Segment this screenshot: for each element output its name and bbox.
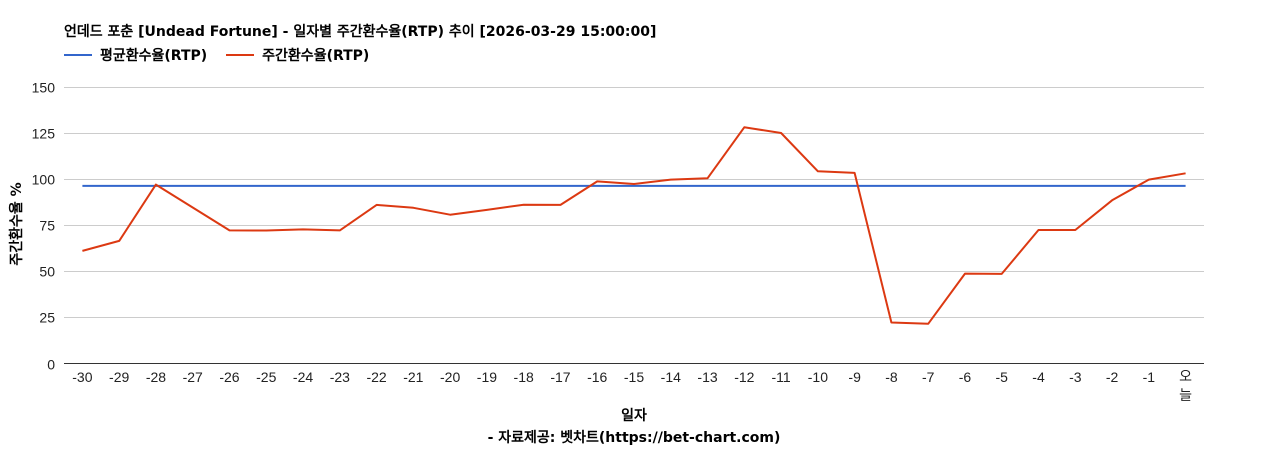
legend-label: 평균환수율(RTP) [100, 48, 208, 64]
x-tick-label: -12 [734, 369, 754, 385]
x-tick-label: -28 [146, 369, 166, 385]
y-tick-label: 25 [39, 310, 55, 326]
y-tick-label: 0 [47, 357, 55, 373]
legend-label: 주간환수율(RTP) [262, 48, 370, 64]
x-tick-label: -10 [808, 369, 828, 385]
x-tick-label: -26 [219, 369, 239, 385]
x-tick-label: 늘 [1179, 387, 1192, 403]
x-tick-label: -8 [885, 369, 898, 385]
x-tick-label: -18 [514, 369, 534, 385]
x-tick-label: -2 [1106, 369, 1119, 385]
chart-title: 언데드 포춘 [Undead Fortune] - 일자별 주간환수율(RTP)… [64, 24, 657, 40]
x-axis-ticks: -30 -29 -28 -27 -26 -25 -24 -23 -22 -21 -20 -19 -18-… [72, 368, 1192, 403]
x-tick-label: -24 [293, 369, 313, 385]
x-tick-label: -13 [697, 369, 717, 385]
x-tick-label: 오 [1179, 368, 1192, 384]
series-lines [82, 126, 1186, 325]
x-axis-title: 일자 [621, 408, 647, 424]
x-tick-label: -1 [1143, 369, 1156, 385]
legend-item-weekly-rtp[interactable]: 주간환수율(RTP) [226, 45, 369, 65]
legend-swatch-blue-icon [64, 54, 92, 56]
x-tick-label: -3 [1069, 369, 1082, 385]
x-tick-label: -7 [922, 369, 935, 385]
y-tick-label: 150 [32, 80, 56, 96]
x-tick-label: -25 [256, 369, 276, 385]
x-tick-label: -14 [661, 369, 681, 385]
y-tick-label: 100 [32, 172, 56, 188]
x-tick-label: -20 [440, 369, 460, 385]
legend: 평균환수율(RTP) 주간환수율(RTP) [64, 45, 388, 65]
gridlines [64, 87, 1204, 318]
y-tick-label: 75 [39, 218, 55, 234]
source-credit: - 자료제공: 벳차트(https://bet-chart.com) [487, 430, 781, 446]
x-tick-label: -16 [587, 369, 607, 385]
x-tick-label: -22 [366, 369, 386, 385]
y-axis-title: 주간환수율 % [9, 182, 25, 266]
x-tick-label: -29 [109, 369, 129, 385]
legend-swatch-red-icon [226, 54, 255, 56]
x-tick-label: -5 [996, 369, 1009, 385]
x-tick-label: -9 [848, 369, 861, 385]
x-tick-label: -23 [330, 369, 350, 385]
y-tick-label: 125 [32, 126, 56, 142]
x-tick-label: -21 [403, 369, 423, 385]
x-tick-label: -15 [624, 369, 644, 385]
weekly-rtp-line[interactable] [82, 126, 1186, 325]
x-tick-label: -30 [72, 369, 92, 385]
x-tick-label: -6 [959, 369, 972, 385]
legend-item-average-rtp[interactable]: 평균환수율(RTP) [64, 45, 207, 65]
x-tick-label: -19 [477, 369, 497, 385]
x-tick-label: -11 [771, 369, 790, 385]
x-tick-label: -27 [183, 369, 203, 385]
y-tick-label: 50 [39, 264, 55, 280]
x-tick-label: -17 [550, 369, 570, 385]
y-axis-ticks: 0 25 50 75 100 125 150 [32, 80, 56, 373]
x-tick-label: -4 [1032, 369, 1045, 385]
